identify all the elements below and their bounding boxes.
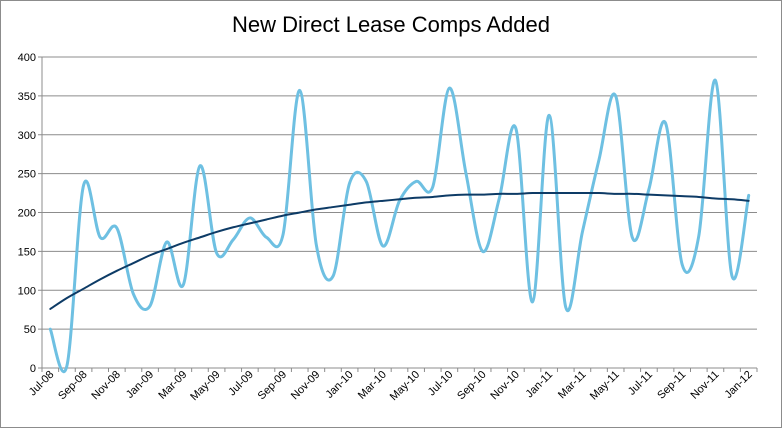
x-tick-label: Mar-11 (556, 369, 589, 402)
y-tick-label: 50 (24, 324, 36, 336)
x-tick-label: May-11 (588, 369, 622, 403)
x-tick-label: Sep-11 (655, 369, 688, 402)
gridlines (42, 56, 757, 369)
series-lines (48, 78, 751, 374)
y-tick-label: 0 (30, 363, 36, 375)
axes (38, 56, 758, 372)
y-tick-label: 100 (18, 285, 36, 297)
x-tick-label: Nov-08 (89, 369, 123, 403)
y-tick-labels: 0 50 100 150 200 250 300 350 400 (18, 52, 36, 375)
x-tick-label: Jan-11 (524, 369, 556, 401)
x-tick-label: Jan-09 (124, 369, 156, 401)
x-tick-label: Sep-08 (56, 369, 90, 403)
x-tick-label: Jan-10 (323, 369, 355, 401)
y-tick-label: 250 (18, 169, 36, 181)
x-tick-label: Nov-11 (689, 369, 722, 402)
chart-title: New Direct Lease Comps Added (232, 12, 550, 37)
x-tick-label: Sep-10 (455, 369, 489, 403)
x-tick-label: Nov-09 (289, 369, 323, 403)
x-tick-label: Mar-09 (156, 369, 189, 402)
x-tick-label: May-09 (188, 369, 222, 403)
series-line-trend (49, 192, 750, 310)
x-tick-label: Jan-12 (723, 369, 755, 401)
x-tick-label: Nov-10 (488, 369, 522, 403)
y-tick-label: 200 (18, 208, 36, 220)
x-tick-label: Jul-09 (226, 369, 256, 399)
x-tick-label: Jul-11 (626, 369, 655, 398)
x-tick-label: May-10 (388, 369, 422, 403)
y-tick-label: 150 (18, 246, 36, 258)
x-tick-label: Sep-09 (256, 369, 290, 403)
series-line-comps (48, 78, 751, 374)
x-tick-label: Jul-10 (426, 369, 456, 399)
y-tick-label: 400 (18, 52, 36, 64)
x-tick-label: Mar-10 (356, 369, 389, 402)
y-tick-label: 300 (18, 130, 36, 142)
y-tick-label: 350 (18, 91, 36, 103)
